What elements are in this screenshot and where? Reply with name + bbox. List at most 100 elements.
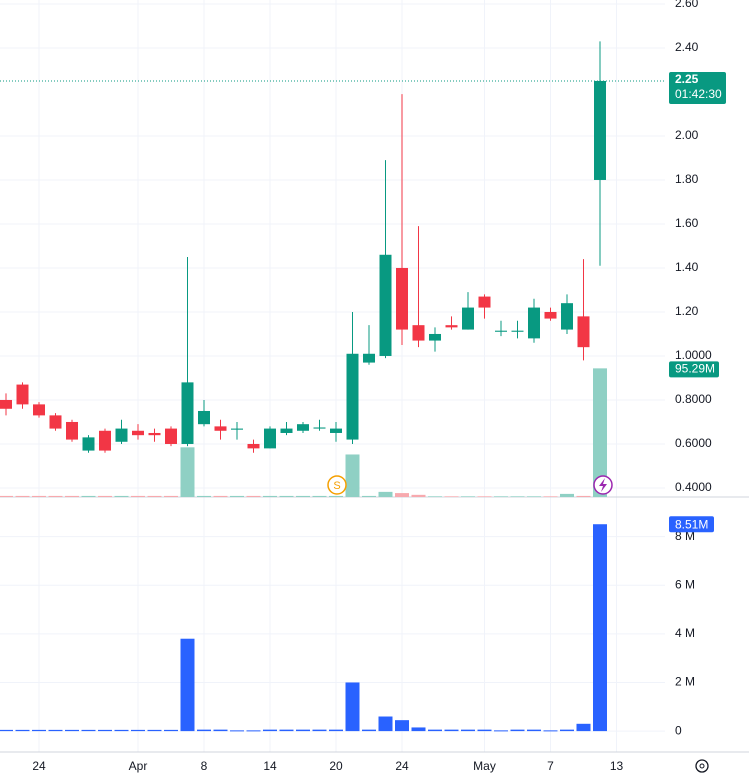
- volume-bar: [477, 729, 492, 732]
- y-tick-label: 6 M: [675, 577, 695, 591]
- volume-bar: [246, 730, 261, 732]
- x-tick-label: 8: [201, 759, 208, 773]
- candle-body: [561, 303, 573, 330]
- candle-body: [495, 330, 507, 332]
- x-tick-label: 20: [329, 759, 343, 773]
- candle-body: [511, 330, 524, 332]
- settings-icon[interactable]: [695, 759, 709, 773]
- candle-body: [0, 399, 12, 409]
- volume-bar: [147, 729, 162, 732]
- overlay-volume-bar: [296, 495, 310, 497]
- y-tick-label: 1.0000: [675, 348, 712, 362]
- volume-bar: [543, 730, 558, 732]
- overlay-volume-bar: [131, 495, 145, 497]
- event-label: S: [333, 480, 340, 492]
- overlay-volume-bar: [263, 495, 277, 497]
- y-tick-label: 0.8000: [675, 392, 712, 406]
- candle-body: [49, 415, 62, 429]
- volume-bar: [345, 682, 360, 732]
- volume-bar: [411, 727, 426, 732]
- candle-body: [33, 404, 45, 416]
- overlay-volume-bar: [213, 495, 228, 497]
- volume-bar: [230, 730, 244, 732]
- volume-bar: [32, 729, 46, 732]
- volume-bar: [0, 729, 13, 732]
- y-tick-label: 2.60: [675, 0, 699, 10]
- volume-bar: [131, 729, 145, 732]
- overlay-volume-box: [669, 361, 719, 378]
- volume-bar: [428, 729, 442, 732]
- candle-body: [544, 311, 557, 319]
- candle-body: [297, 424, 309, 431]
- volume-bar: [279, 729, 294, 732]
- volume-bar: [362, 729, 376, 732]
- candle-body: [148, 432, 161, 436]
- overlay-volume-label: 95.29M: [675, 362, 715, 376]
- x-tick-label: 24: [395, 759, 409, 773]
- y-tick-label: 2.00: [675, 128, 699, 142]
- overlay-volume-bar: [444, 496, 459, 497]
- y-tick-label: 2 M: [675, 675, 695, 689]
- candle-body: [346, 353, 359, 440]
- y-tick-label: 8 M: [675, 529, 695, 543]
- volume-bar: [494, 730, 508, 732]
- candle-body: [280, 428, 293, 433]
- y-tick-label: 4 M: [675, 626, 695, 640]
- volume-bar: [296, 729, 310, 732]
- overlay-volume-bar: [576, 495, 591, 497]
- overlay-volume-bar: [15, 495, 30, 497]
- overlay-volume-bar: [32, 495, 46, 497]
- volume-bar: [213, 729, 228, 732]
- candle-body: [313, 427, 326, 429]
- volume-bar: [444, 729, 459, 732]
- overlay-volume-bar: [362, 495, 376, 497]
- y-tick-label: 1.20: [675, 304, 699, 318]
- x-tick-label: 13: [610, 759, 624, 773]
- candle-body: [214, 426, 227, 431]
- overlay-volume-bar: [494, 496, 508, 497]
- candle-body: [264, 428, 276, 449]
- overlay-volume-bar: [378, 491, 393, 497]
- countdown-label: 01:42:30: [675, 87, 722, 101]
- overlay-volume-bar: [197, 495, 211, 497]
- candle-body: [528, 307, 540, 339]
- volume-bar: [312, 729, 327, 732]
- candle-body: [231, 428, 243, 430]
- overlay-volume-bar: [428, 496, 442, 497]
- volume-bar: [65, 729, 79, 732]
- overlay-volume-bar: [98, 495, 112, 497]
- x-tick-label: May: [473, 759, 496, 773]
- overlay-volume-bar: [477, 496, 492, 497]
- overlay-volume-bar: [164, 495, 178, 497]
- last-price-box: [669, 71, 726, 104]
- candle-body: [412, 325, 425, 341]
- candle-body: [115, 428, 128, 442]
- overlay-volume-bar: [329, 495, 343, 497]
- y-tick-label: 0: [675, 723, 682, 737]
- candle-body: [363, 353, 375, 363]
- y-tick-label: 2.40: [675, 40, 699, 54]
- overlay-volume-bar: [560, 493, 574, 497]
- candle-body: [478, 296, 491, 308]
- lightning-marker: [593, 475, 613, 495]
- candle-body: [429, 333, 441, 341]
- volume-bar: [510, 729, 525, 732]
- y-tick-label: 0.6000: [675, 436, 712, 450]
- overlay-volume-bar: [395, 493, 409, 497]
- candle-body: [462, 307, 474, 330]
- candle-body: [577, 316, 590, 348]
- overlay-volume-bar: [0, 495, 13, 497]
- y-tick-label: 1.40: [675, 260, 699, 274]
- x-tick-label: 14: [263, 759, 277, 773]
- volume-bar: [15, 729, 30, 732]
- overlay-volume-bar: [65, 495, 79, 497]
- volume-bar: [114, 729, 129, 732]
- candle-body: [66, 421, 78, 440]
- overlay-volume-bar: [312, 495, 327, 497]
- y-tick-label: 1.60: [675, 216, 699, 230]
- x-tick-label: 7: [547, 759, 554, 773]
- volume-last-label: 8.51M: [675, 517, 708, 531]
- volume-bar: [180, 638, 195, 732]
- candle-body: [445, 325, 458, 328]
- volume-bar: [527, 729, 541, 732]
